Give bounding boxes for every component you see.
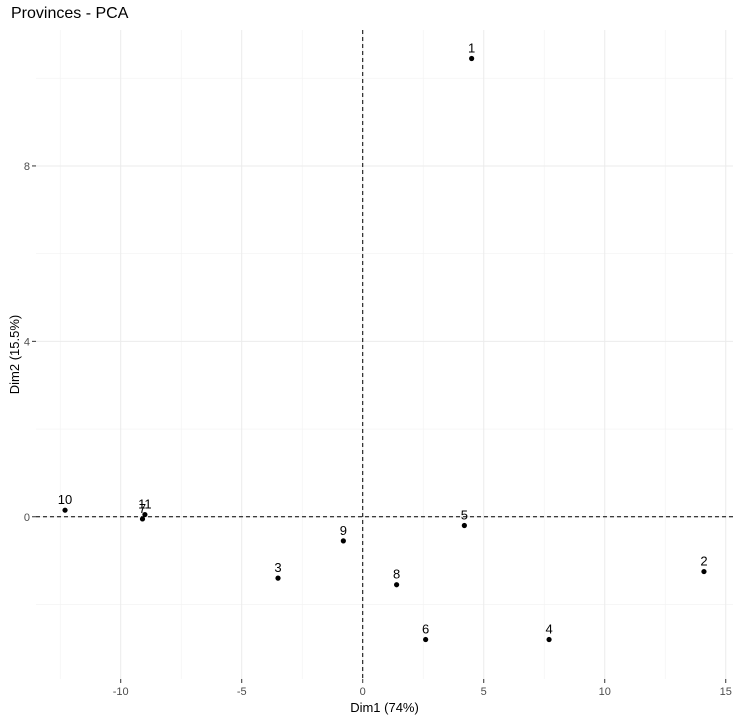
data-point — [394, 582, 400, 588]
y-tick-label: 4 — [24, 336, 30, 348]
reference-lines — [36, 30, 733, 679]
x-tick-label: 5 — [481, 686, 487, 698]
data-point — [461, 522, 467, 529]
data-point — [469, 55, 475, 62]
point-label: 4 — [545, 622, 552, 637]
minor-gridlines — [36, 30, 733, 679]
data-point — [423, 636, 429, 643]
point-label: 6 — [422, 622, 429, 637]
point-label: 7 — [139, 501, 146, 516]
point-label: 11 — [138, 497, 152, 512]
data-point — [701, 568, 707, 575]
axis-ticks: -10 -5 0 5 10 15 0 4 8 — [24, 161, 732, 698]
y-tick-label: 0 — [24, 512, 30, 524]
point-label: 10 — [58, 492, 72, 507]
data-points: 1 2 3 4 5 6 7 8 9 10 11 — [58, 41, 708, 643]
chart-title: Provinces - PCA — [11, 5, 129, 22]
x-tick-label: 15 — [720, 686, 732, 698]
point-label: 9 — [340, 523, 347, 538]
x-tick-label: -10 — [113, 686, 129, 698]
point-label: 1 — [468, 41, 475, 56]
data-point — [139, 516, 146, 522]
data-point — [142, 511, 148, 518]
x-tick-label: 10 — [599, 686, 611, 698]
y-axis-title: Dim2 (15.5%) — [7, 315, 22, 394]
x-axis-title: Dim1 (74%) — [350, 700, 419, 715]
major-gridlines — [36, 30, 733, 679]
data-point — [275, 575, 281, 581]
point-label: 2 — [700, 554, 707, 569]
data-point — [546, 636, 552, 643]
data-point — [340, 538, 346, 544]
x-tick-label: -5 — [237, 686, 247, 698]
x-tick-label: 0 — [360, 686, 366, 698]
point-label: 3 — [274, 560, 281, 575]
data-point — [62, 507, 68, 513]
y-tick-label: 8 — [24, 161, 30, 173]
point-label: 8 — [393, 567, 400, 582]
point-label: 5 — [461, 508, 468, 523]
